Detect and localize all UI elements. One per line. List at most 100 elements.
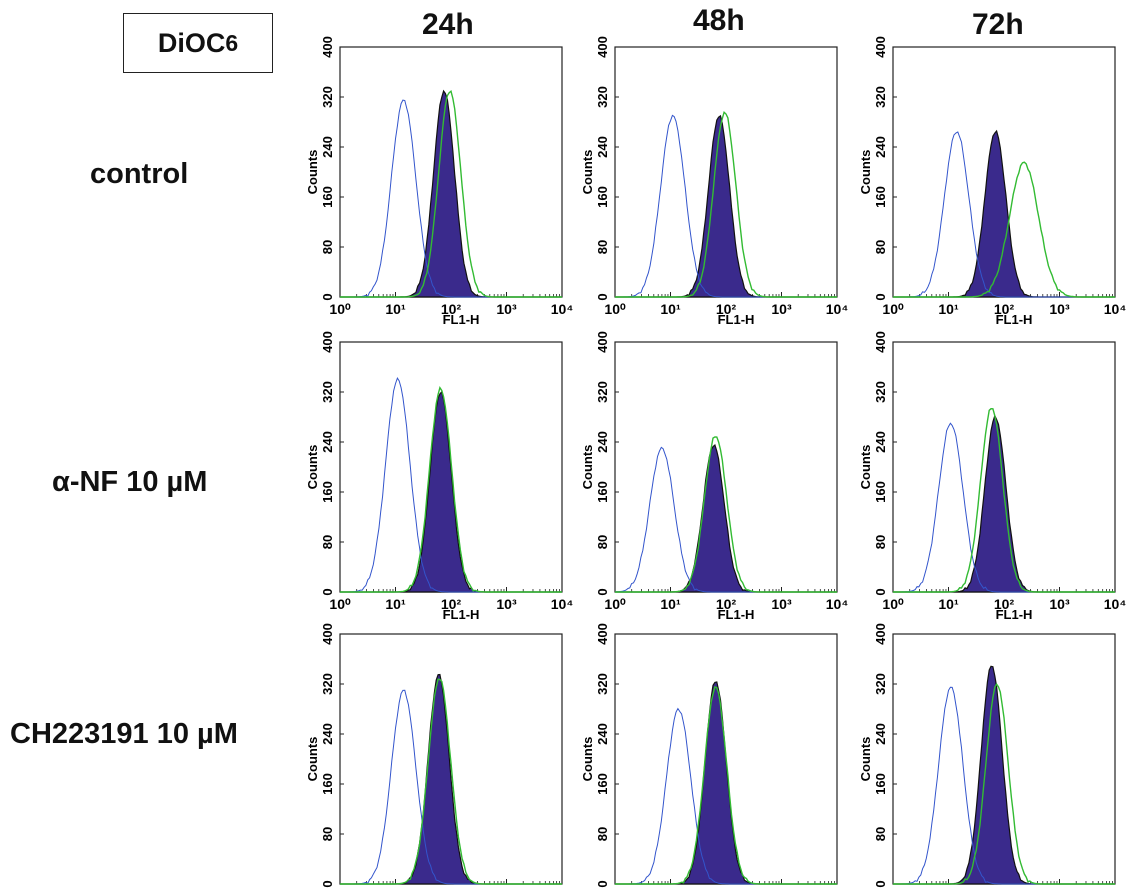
y-tick-label: 320: [595, 673, 610, 695]
y-tick-label: 400: [595, 623, 610, 645]
x-tick-label: 10⁰: [882, 301, 904, 317]
x-tick-label: 10¹: [385, 596, 406, 612]
y-tick-label: 0: [873, 880, 888, 887]
x-tick-label: 10¹: [660, 301, 681, 317]
series-reference-line: [340, 386, 562, 593]
x-tick-label: 10⁴: [1104, 596, 1127, 612]
y-tick-label: 80: [595, 535, 610, 549]
y-tick-label: 160: [873, 773, 888, 795]
y-tick-label: 240: [595, 136, 610, 158]
x-axis-label: FL1-H: [996, 312, 1033, 327]
y-tick-label: 320: [320, 381, 335, 403]
x-tick-label: 10¹: [938, 596, 959, 612]
y-tick-label: 320: [873, 381, 888, 403]
x-tick-label: 10³: [496, 301, 517, 317]
y-tick-label: 160: [595, 186, 610, 208]
x-tick-label: 10³: [771, 301, 792, 317]
y-tick-label: 160: [320, 773, 335, 795]
y-tick-label: 80: [873, 827, 888, 841]
y-tick-label: 0: [320, 293, 335, 300]
y-tick-label: 0: [595, 588, 610, 595]
x-tick-label: 10²: [441, 301, 462, 317]
y-tick-label: 80: [595, 240, 610, 254]
x-tick-label: 10⁰: [882, 596, 904, 612]
y-tick-label: 0: [320, 588, 335, 595]
x-tick-label: 10⁰: [604, 301, 626, 317]
y-tick-label: 160: [595, 773, 610, 795]
y-tick-label: 400: [320, 36, 335, 58]
x-axis-label: FL1-H: [718, 607, 755, 622]
histogram-panel-ch-72h: 080160240320400Counts10⁰10¹10²10³10⁴FL1-…: [858, 623, 1116, 888]
y-tick-label: 320: [873, 86, 888, 108]
series-reference-line: [340, 89, 562, 298]
x-axis-label: FL1-H: [996, 607, 1033, 622]
y-tick-label: 80: [320, 240, 335, 254]
y-tick-label: 240: [320, 136, 335, 158]
x-axis-label: FL1-H: [443, 312, 480, 327]
x-tick-label: 10⁴: [551, 301, 574, 317]
y-axis-label: Counts: [580, 150, 595, 195]
x-tick-label: 10³: [1049, 596, 1070, 612]
x-axis-label: FL1-H: [443, 607, 480, 622]
x-tick-label: 10⁴: [826, 596, 849, 612]
series-reference-line: [893, 407, 1115, 593]
y-tick-label: 160: [873, 186, 888, 208]
y-tick-label: 240: [320, 723, 335, 745]
x-tick-label: 10⁰: [604, 596, 626, 612]
y-tick-label: 0: [873, 588, 888, 595]
y-tick-label: 240: [320, 431, 335, 453]
x-tick-label: 10⁰: [329, 596, 351, 612]
column-title-72h: 72h: [972, 8, 1024, 41]
histogram-panel-anf-24h: 0 80 160 240 320 400 Counts 10⁰ 10¹ 10² 10³ 10⁴ FL1-…: [305, 331, 573, 622]
y-axis-label: Counts: [858, 445, 873, 490]
series-reference-line: [893, 682, 1115, 885]
x-tick-label: 10⁴: [1104, 301, 1127, 317]
stain-label: DiOC: [157, 27, 226, 58]
x-tick-label: 10¹: [660, 596, 681, 612]
row-title-ch223191: CH223191 10 µM: [10, 718, 238, 750]
histogram-panel-control-24h: 0 80 160 240 320 400 Counts 10⁰ 10¹ 10² 10³ 10⁴ FL1-…: [305, 36, 573, 327]
x-tick-label: 10²: [716, 301, 737, 317]
y-axis-label: Counts: [858, 150, 873, 195]
y-tick-label: 80: [320, 827, 335, 841]
histogram-panel-control-72h: 0 80 160 240 320 400 Counts 10⁰ 10¹ 10² 10³ 10⁴ FL1-…: [858, 36, 1126, 327]
y-tick-label: 400: [320, 623, 335, 645]
x-tick-label: 10³: [771, 596, 792, 612]
y-tick-label: 320: [320, 86, 335, 108]
y-tick-label: 320: [873, 673, 888, 695]
y-tick-label: 400: [873, 36, 888, 58]
y-tick-label: 160: [320, 186, 335, 208]
x-tick-label: 10¹: [385, 301, 406, 317]
y-axis-label: Counts: [858, 737, 873, 782]
series-reference-line: [340, 678, 562, 885]
y-tick-label: 160: [595, 481, 610, 503]
y-tick-label: 80: [320, 535, 335, 549]
y-tick-label: 80: [873, 535, 888, 549]
histogram-panel-ch-24h: 080160240320400Counts10⁰10¹10²10³10⁴FL1-…: [305, 623, 563, 888]
y-tick-label: 240: [595, 723, 610, 745]
column-title-48h: 48h: [693, 4, 745, 37]
histogram-panel-anf-72h: 0 80 160 240 320 400 Counts 10⁰ 10¹ 10² 10³ 10⁴ FL1-…: [858, 331, 1126, 622]
y-tick-label: 320: [595, 86, 610, 108]
y-tick-label: 0: [595, 293, 610, 300]
series-reference-line: [615, 685, 837, 885]
y-tick-label: 0: [320, 880, 335, 887]
y-tick-label: 400: [873, 623, 888, 645]
x-tick-label: 10²: [716, 596, 737, 612]
y-tick-label: 400: [595, 331, 610, 353]
y-tick-label: 400: [595, 36, 610, 58]
row-title-control: control: [90, 158, 189, 190]
y-axis-label: Counts: [305, 737, 320, 782]
histogram-panel-anf-48h: 0 80 160 240 320 400 Counts 10⁰ 10¹ 10² 10³ 10⁴ FL1-…: [580, 331, 848, 622]
x-tick-label: 10²: [441, 596, 462, 612]
y-tick-label: 80: [595, 827, 610, 841]
series-reference-line: [893, 161, 1115, 298]
y-tick-label: 240: [595, 431, 610, 453]
histogram-panel-ch-48h: 080160240320400Counts10⁰10¹10²10³10⁴FL1-…: [580, 623, 838, 888]
y-tick-label: 80: [873, 240, 888, 254]
y-axis-label: Counts: [305, 445, 320, 490]
y-tick-label: 160: [320, 481, 335, 503]
x-axis-label: FL1-H: [718, 312, 755, 327]
stain-label-subscript: 6: [225, 29, 239, 56]
